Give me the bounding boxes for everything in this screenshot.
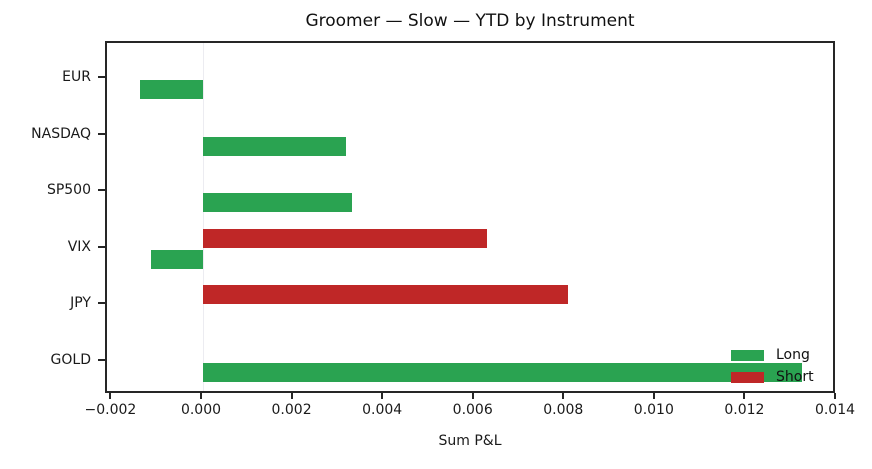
x-tick-mark xyxy=(562,393,565,399)
x-tick-mark xyxy=(200,393,202,399)
y-tick-mark xyxy=(98,245,105,248)
x-tick-mark xyxy=(652,393,655,399)
x-tick-label: 0.010 xyxy=(633,402,674,418)
y-tick-label-vix: VIX xyxy=(67,238,91,255)
y-tick-label-nasdaq: NASDAQ xyxy=(31,125,91,142)
y-tick-label-sp500: SP500 xyxy=(46,182,91,199)
legend-item-long: Long xyxy=(731,344,814,366)
bar-long-nasdaq xyxy=(203,136,346,156)
y-tick-mark xyxy=(98,132,105,135)
x-tick-label: −0.002 xyxy=(84,402,137,418)
legend-label-long: Long xyxy=(776,347,810,363)
y-tick-mark xyxy=(98,359,105,361)
legend: Long Short xyxy=(731,344,814,388)
x-tick-label: 0.014 xyxy=(814,402,856,418)
y-tick-label-jpy: JPY xyxy=(70,295,91,312)
legend-swatch-short xyxy=(731,371,764,383)
zero-gridline xyxy=(202,43,204,391)
x-tick-mark xyxy=(109,393,112,399)
y-tick-mark xyxy=(98,76,105,78)
x-axis-title: Sum P&L xyxy=(438,433,502,449)
x-tick-mark xyxy=(290,393,293,399)
legend-swatch-long xyxy=(731,349,764,361)
y-tick-label-gold: GOLD xyxy=(50,352,91,368)
bar-long-vix xyxy=(150,249,203,269)
legend-item-short: Short xyxy=(731,366,814,388)
y-tick-mark xyxy=(98,189,105,192)
y-tick-mark xyxy=(98,302,105,305)
bar-short-jpy xyxy=(203,285,569,305)
x-tick-label: 0.012 xyxy=(724,402,765,418)
bar-long-sp500 xyxy=(203,193,352,213)
x-tick-label: 0.006 xyxy=(452,402,493,418)
x-tick-label: 0.000 xyxy=(180,402,222,418)
bar-long-eur xyxy=(140,80,203,99)
bar-short-vix xyxy=(203,228,487,248)
x-tick-label: 0.002 xyxy=(271,402,312,418)
x-tick-label: 0.004 xyxy=(362,402,403,418)
plot-area: Long Short xyxy=(105,41,835,393)
y-tick-label-eur: EUR xyxy=(62,69,91,85)
chart-title: Groomer — Slow — YTD by Instrument xyxy=(305,11,635,31)
bar-long-gold xyxy=(203,363,802,382)
x-tick-mark xyxy=(743,393,746,399)
legend-label-short: Short xyxy=(776,369,814,385)
x-tick-label: 0.008 xyxy=(543,402,584,418)
x-tick-mark xyxy=(381,393,384,399)
x-tick-mark xyxy=(471,393,474,399)
x-tick-mark xyxy=(834,393,836,399)
